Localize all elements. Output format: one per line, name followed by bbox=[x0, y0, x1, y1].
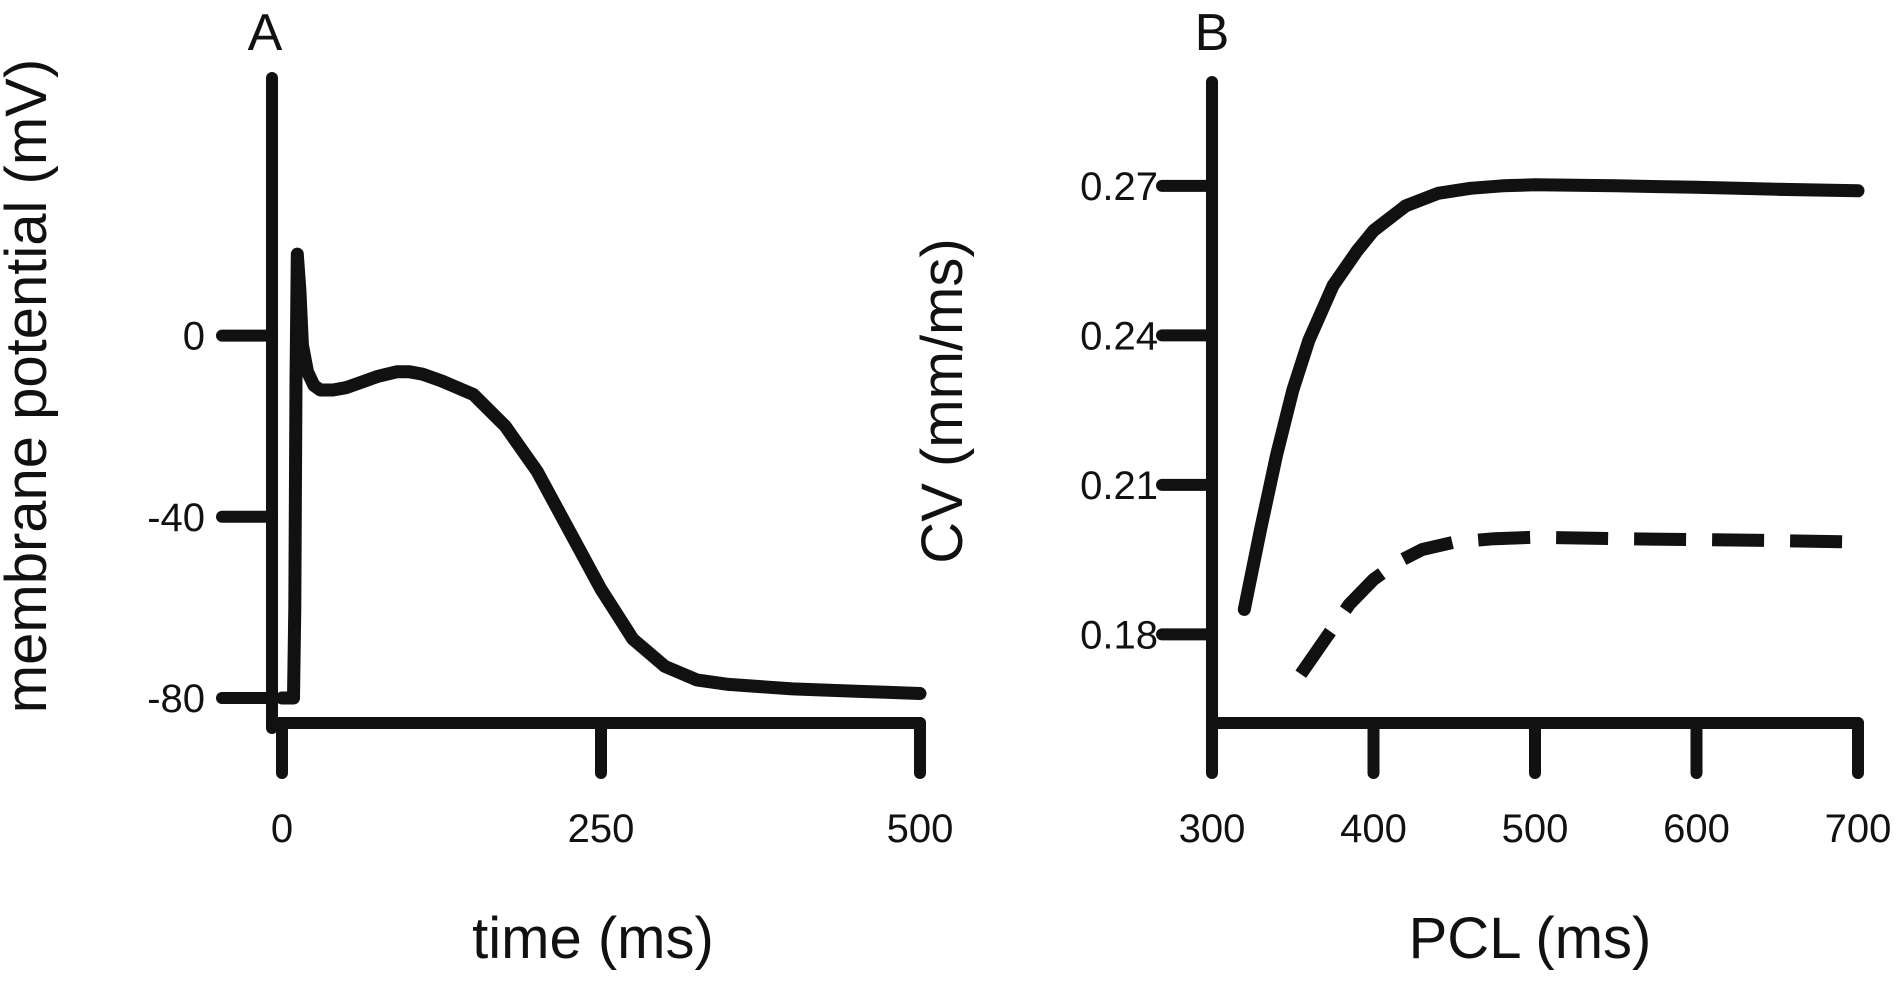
panel-b-y-tick-label: 0.24 bbox=[1080, 314, 1158, 358]
panel-b-series bbox=[1237, 178, 1865, 678]
panel-b-x-tick-label: 400 bbox=[1340, 807, 1407, 851]
panel-b-y-tick-label: 0.21 bbox=[1080, 464, 1158, 508]
panel-a-x-tick-label: 0 bbox=[271, 807, 293, 851]
panel-a-axes: 0 250 500 0 -40 -80 bbox=[147, 72, 954, 851]
panel-b-chart: B CV (mm/ms) PCL (ms) 300 400 500 600 700 0.2… bbox=[910, 4, 1891, 971]
panel-a-y-axis-title: membrane potential (mV) bbox=[0, 59, 59, 713]
panel-b-y-tick-label: 0.27 bbox=[1080, 165, 1158, 209]
panel-b-series-solid-line bbox=[1237, 178, 1865, 616]
panel-a-x-tick-label: 250 bbox=[568, 807, 635, 851]
panel-b-x-tick-label: 500 bbox=[1502, 807, 1569, 851]
panel-b-x-tick-label: 300 bbox=[1179, 807, 1246, 851]
panel-b-y-tick-label: 0.18 bbox=[1080, 613, 1158, 657]
panel-b-series-dashed-line bbox=[1295, 530, 1859, 678]
panel-a-y-tick-label: 0 bbox=[183, 315, 205, 359]
panel-a-letter: A bbox=[248, 4, 283, 62]
panel-b-y-axis-title: CV (mm/ms) bbox=[910, 238, 975, 563]
panel-b-axes: 300 400 500 600 700 0.27 0.24 0.21 0.18 bbox=[1080, 76, 1892, 851]
panel-a-series-solid-line bbox=[275, 247, 927, 705]
panel-b-x-axis-title: PCL (ms) bbox=[1409, 906, 1652, 971]
panel-a-x-tick-label: 500 bbox=[887, 807, 954, 851]
panel-b-x-tick-label: 700 bbox=[1825, 807, 1892, 851]
panel-a-x-axis-title: time (ms) bbox=[472, 906, 714, 971]
panel-a-series bbox=[275, 247, 927, 705]
panel-a-chart: A membrane potential (mV) time (ms) 0 250… bbox=[0, 4, 953, 971]
panel-b-letter: B bbox=[1195, 4, 1230, 62]
panel-a-y-tick-label: -80 bbox=[147, 677, 205, 721]
panel-b-x-tick-label: 600 bbox=[1663, 807, 1730, 851]
panel-a-y-tick-label: -40 bbox=[147, 496, 205, 540]
